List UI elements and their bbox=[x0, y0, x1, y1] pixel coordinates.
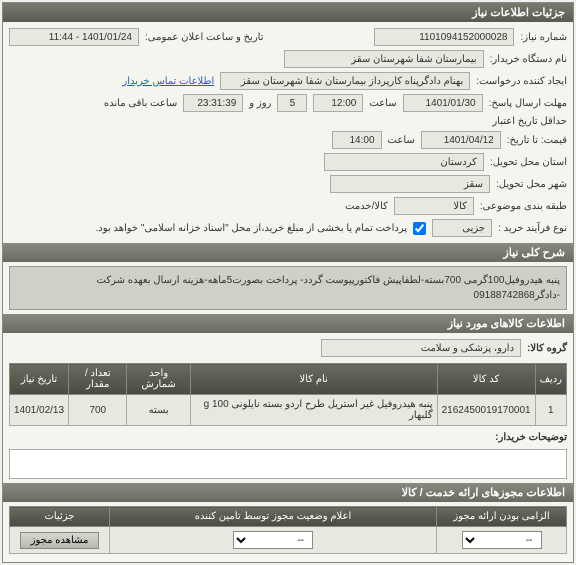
row-notes: توضیحات خریدار: bbox=[9, 430, 567, 445]
row-validity: حداقل تاریخ اعتبار bbox=[9, 114, 567, 129]
payment-note: پرداخت تمام یا بخشی از مبلغ خرید،از محل … bbox=[96, 223, 408, 234]
creator-field: بهنام دادگرپناه کارپرداز بیمارستان شفا ش… bbox=[220, 72, 470, 90]
time-label-2: ساعت bbox=[388, 135, 415, 146]
service-label: کالا/خدمت bbox=[345, 201, 388, 212]
row-creator: ایجاد کننده درخواست: بهنام دادگرپناه کار… bbox=[9, 70, 567, 92]
view-auth-button[interactable]: مشاهده مجوز bbox=[20, 532, 100, 549]
remain-label: ساعت باقی مانده bbox=[104, 98, 177, 109]
main-panel: جزئیات اطلاعات نیاز شماره نیاز: 11010941… bbox=[2, 2, 574, 563]
items-table: ردیف کد کالا نام کالا واحد شمارش تعداد /… bbox=[9, 363, 567, 426]
notes-label: توضیحات خریدار: bbox=[495, 432, 567, 443]
creator-label: ایجاد کننده درخواست: bbox=[476, 76, 567, 87]
buyer-label: نام دستگاه خریدار: bbox=[490, 54, 567, 65]
budget-label: طبقه بندی موضوعی: bbox=[480, 201, 567, 212]
row-group: گروه کالا: دارو، پزشکی و سلامت bbox=[9, 337, 567, 359]
row-city: شهر محل تحویل: سقز bbox=[9, 173, 567, 195]
desc-box: پنبه هیدروفیل100گرمی 700بسته-لطفاپیش فاک… bbox=[9, 266, 567, 310]
auth-cell-2: -- bbox=[110, 527, 437, 554]
price-to-label: قیمت: تا تاریخ: bbox=[507, 135, 567, 146]
col-code: کد کالا bbox=[437, 364, 535, 395]
deadline-label: مهلت ارسال پاسخ: bbox=[489, 98, 567, 109]
group-field: دارو، پزشکی و سلامت bbox=[321, 339, 521, 357]
buyer-field: بیمارستان شفا شهرستان سقز bbox=[284, 50, 484, 68]
contact-link[interactable]: اطلاعات تماس خریدار bbox=[122, 76, 214, 87]
row-province: استان محل تحویل: کردستان bbox=[9, 151, 567, 173]
cell-date: 1401/02/13 bbox=[10, 395, 69, 426]
days-label: روز و bbox=[249, 98, 271, 109]
auth-header-row: الزامی بودن ارائه مجوز اعلام وضعیت مجوز … bbox=[10, 507, 567, 527]
row-deadline: مهلت ارسال پاسخ: 1401/01/30 ساعت 12:00 5… bbox=[9, 92, 567, 114]
province-label: استان محل تحویل: bbox=[490, 157, 567, 168]
items-header: اطلاعات کالاهای مورد نیاز bbox=[3, 314, 573, 333]
row-need-no: شماره نیاز: 1101094152000028 تاریخ و ساع… bbox=[9, 26, 567, 48]
table-row: 1 2162450019170001 پنبه هیدروفیل غیر است… bbox=[10, 395, 567, 426]
panel-title: جزئیات اطلاعات نیاز bbox=[3, 3, 573, 22]
budget-field: کالا bbox=[394, 197, 474, 215]
group-label: گروه کالا: bbox=[527, 343, 567, 354]
deadline-time-field: 12:00 bbox=[313, 94, 363, 112]
public-date-label: تاریخ و ساعت اعلان عمومی: bbox=[145, 32, 264, 43]
col-date: تاریخ نیاز bbox=[10, 364, 69, 395]
desc-header: شرح کلی نیاز bbox=[3, 243, 573, 262]
col-name: نام کالا bbox=[190, 364, 437, 395]
payment-checkbox[interactable] bbox=[413, 222, 426, 235]
cell-idx: 1 bbox=[535, 395, 566, 426]
row-price-to: قیمت: تا تاریخ: 1401/04/12 ساعت 14:00 bbox=[9, 129, 567, 151]
row-budget: طبقه بندی موضوعی: کالا کالا/خدمت bbox=[9, 195, 567, 217]
purchase-type-field: جزیی bbox=[432, 219, 492, 237]
col-unit: واحد شمارش bbox=[127, 364, 190, 395]
city-field: سقز bbox=[330, 175, 490, 193]
cell-code: 2162450019170001 bbox=[437, 395, 535, 426]
deadline-date-field: 1401/01/30 bbox=[403, 94, 483, 112]
cell-name: پنبه هیدروفیل غیر استریل طرح اردو بسته ن… bbox=[190, 395, 437, 426]
province-field: کردستان bbox=[324, 153, 484, 171]
auth-row: -- -- مشاهده مجوز bbox=[10, 527, 567, 554]
time-label-1: ساعت bbox=[369, 98, 396, 109]
notes-box bbox=[9, 449, 567, 479]
auth-col-2: اعلام وضعیت مجوز توسط تامین کننده bbox=[110, 507, 437, 527]
need-no-label: شماره نیاز: bbox=[520, 32, 567, 43]
min-valid-label: حداقل تاریخ اعتبار bbox=[492, 116, 567, 127]
auth-cell-1: -- bbox=[437, 527, 567, 554]
col-row: ردیف bbox=[535, 364, 566, 395]
days-field: 5 bbox=[277, 94, 307, 112]
need-no-field: 1101094152000028 bbox=[374, 28, 514, 46]
auth-cell-3: مشاهده مجوز bbox=[10, 527, 110, 554]
price-to-time-field: 14:00 bbox=[332, 131, 382, 149]
public-date-field: 1401/01/24 - 11:44 bbox=[9, 28, 139, 46]
city-label: شهر محل تحویل: bbox=[496, 179, 567, 190]
remain-field: 23:31:39 bbox=[183, 94, 243, 112]
auth-col-1: الزامی بودن ارائه مجوز bbox=[437, 507, 567, 527]
col-qty: تعداد / مقدار bbox=[69, 364, 127, 395]
cell-qty: 700 bbox=[69, 395, 127, 426]
items-header-row: ردیف کد کالا نام کالا واحد شمارش تعداد /… bbox=[10, 364, 567, 395]
row-buyer: نام دستگاه خریدار: بیمارستان شفا شهرستان… bbox=[9, 48, 567, 70]
auth-col-3: جزئیات bbox=[10, 507, 110, 527]
panel-body: شماره نیاز: 1101094152000028 تاریخ و ساع… bbox=[3, 22, 573, 562]
price-to-date-field: 1401/04/12 bbox=[421, 131, 501, 149]
purchase-type-label: نوع فرآیند خرید : bbox=[498, 223, 567, 234]
row-purchase: نوع فرآیند خرید : جزیی پرداخت تمام یا بخ… bbox=[9, 217, 567, 239]
auth-select-1[interactable]: -- bbox=[462, 531, 542, 549]
cell-unit: بسته bbox=[127, 395, 190, 426]
auth-table: الزامی بودن ارائه مجوز اعلام وضعیت مجوز … bbox=[9, 506, 567, 554]
auth-header: اطلاعات مجوزهای ارائه خدمت / کالا bbox=[3, 483, 573, 502]
auth-select-2[interactable]: -- bbox=[233, 531, 313, 549]
